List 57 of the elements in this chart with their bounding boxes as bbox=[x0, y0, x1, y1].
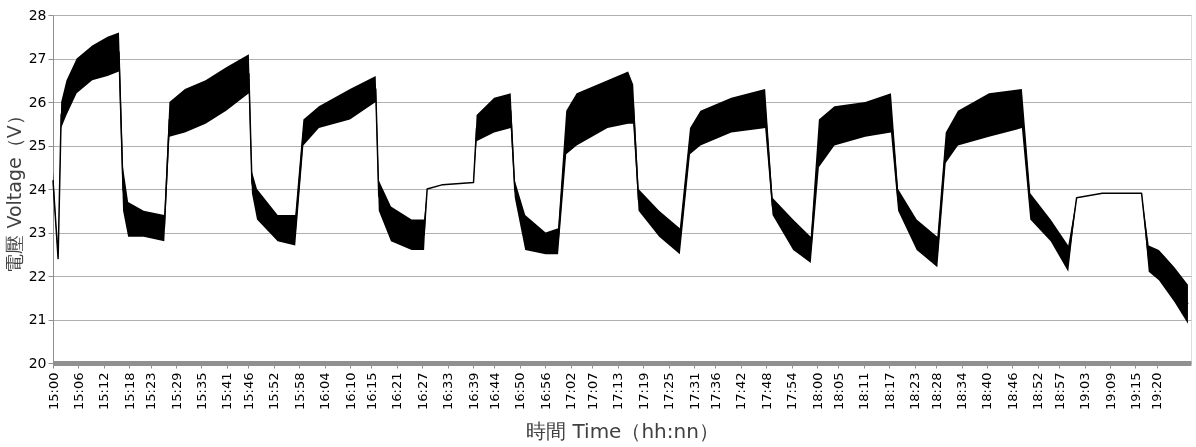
x-tick-label: 17:13 bbox=[610, 372, 626, 410]
x-tick-label: 17:42 bbox=[733, 372, 749, 410]
x-tick-label: 18:40 bbox=[979, 372, 995, 410]
y-tick-label: 25 bbox=[28, 137, 47, 153]
x-tick-label: 16:39 bbox=[465, 372, 481, 410]
y-tick-label: 26 bbox=[28, 93, 47, 110]
y-tick-label: 22 bbox=[28, 267, 47, 284]
x-tick-label: 17:31 bbox=[686, 372, 702, 410]
x-tick-label: 15:12 bbox=[96, 372, 112, 410]
x-tick-label: 19:09 bbox=[1102, 372, 1118, 410]
y-tick-label: 28 bbox=[28, 6, 47, 23]
y-tick-label: 24 bbox=[28, 180, 47, 197]
x-tick-label: 18:57 bbox=[1051, 372, 1067, 410]
x-tick-label: 18:17 bbox=[881, 372, 897, 410]
x-tick-label: 15:58 bbox=[291, 372, 307, 410]
x-tick-label: 16:44 bbox=[486, 372, 502, 410]
y-tick-label: 23 bbox=[28, 224, 47, 240]
y-tick-label: 27 bbox=[28, 50, 47, 66]
x-tick-label: 18:05 bbox=[830, 372, 846, 410]
x-tick-label: 16:50 bbox=[512, 372, 528, 410]
x-tick-label: 19:03 bbox=[1077, 372, 1093, 410]
x-tick-label: 19:20 bbox=[1149, 372, 1165, 410]
x-tick-label: 18:34 bbox=[954, 372, 970, 410]
x-tick-label: 17:19 bbox=[635, 372, 651, 410]
x-tick-label: 17:48 bbox=[758, 372, 774, 410]
x-tick-label: 18:52 bbox=[1030, 372, 1046, 410]
y-axis-title: 電壓 Voltage（V） bbox=[2, 106, 25, 273]
x-tick-label: 16:10 bbox=[342, 372, 358, 410]
x-tick-label: 17:36 bbox=[707, 372, 723, 410]
x-tick-label: 15:06 bbox=[70, 372, 86, 410]
x-tick-label: 15:52 bbox=[266, 372, 282, 410]
y-tick-label: 21 bbox=[28, 311, 47, 327]
y-tick-label: 20 bbox=[28, 354, 47, 371]
x-tick-label: 18:46 bbox=[1004, 372, 1020, 410]
x-tick-label: 16:56 bbox=[537, 372, 553, 410]
x-tick-label: 17:02 bbox=[563, 372, 579, 410]
x-tick-label: 16:15 bbox=[363, 372, 379, 410]
x-tick-label: 15:23 bbox=[143, 372, 159, 410]
x-tick-label: 17:25 bbox=[661, 372, 677, 410]
x-tick-label: 18:11 bbox=[856, 372, 872, 410]
x-tick-label: 15:35 bbox=[193, 372, 209, 410]
x-tick-label: 16:33 bbox=[440, 372, 456, 410]
x-tick-label: 16:21 bbox=[389, 372, 405, 410]
x-tick-label: 15:41 bbox=[219, 372, 235, 410]
x-tick-label: 15:00 bbox=[45, 372, 61, 410]
x-tick-label: 15:18 bbox=[121, 372, 137, 410]
x-tick-label: 15:29 bbox=[168, 372, 184, 410]
x-tick-label: 18:28 bbox=[928, 372, 944, 410]
x-tick-label: 16:27 bbox=[414, 372, 430, 410]
x-axis-title: 時間 Time（hh:nn） bbox=[526, 418, 719, 443]
x-tick-label: 18:00 bbox=[809, 372, 825, 410]
x-tick-label: 17:07 bbox=[584, 372, 600, 410]
x-tick-label: 17:54 bbox=[784, 372, 800, 410]
x-tick-label: 19:15 bbox=[1127, 372, 1143, 410]
x-tick-label: 18:23 bbox=[907, 372, 923, 410]
x-tick-label: 15:46 bbox=[240, 372, 256, 410]
x-tick-label: 16:04 bbox=[317, 372, 333, 410]
